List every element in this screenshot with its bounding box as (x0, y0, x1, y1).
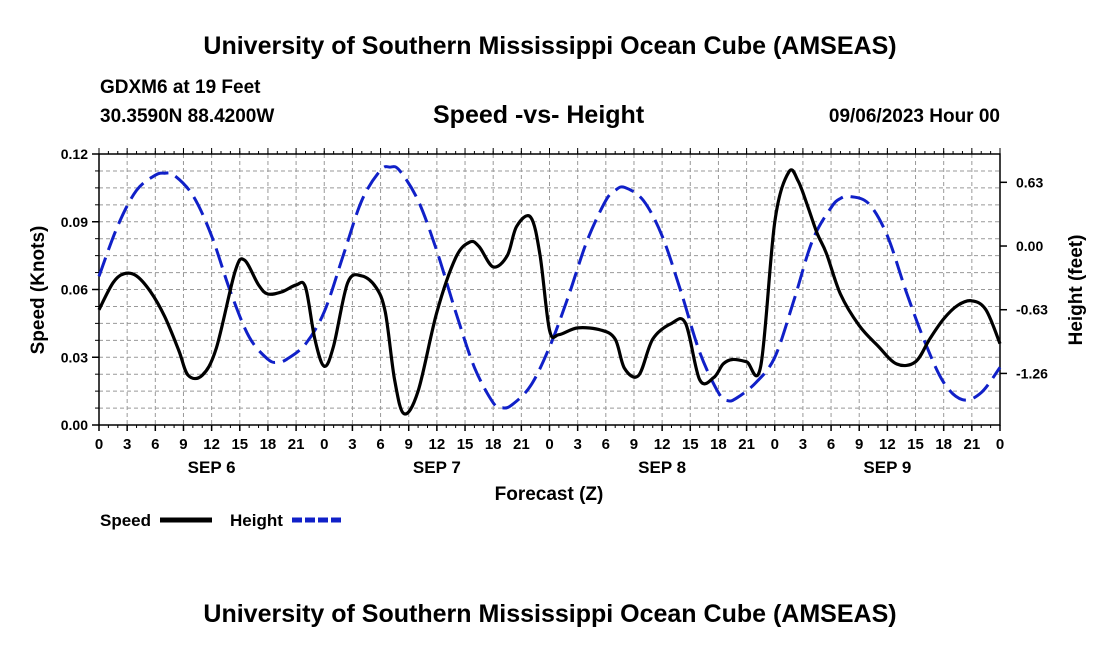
grid (99, 154, 1000, 425)
y-axis-right-label: Height (feet) (1066, 235, 1087, 346)
y-left-tick-label: 0.09 (61, 214, 88, 230)
x-tick-label: 21 (964, 436, 981, 453)
y-left-tick-label: 0.00 (61, 417, 88, 433)
x-tick-label: 9 (179, 436, 187, 453)
page-title-repeat: University of Southern Mississippi Ocean… (203, 600, 897, 628)
x-tick-label: 21 (288, 436, 305, 453)
page-title: University of Southern Mississippi Ocean… (203, 32, 897, 60)
station-coordinates: 30.3590N 88.4200W (100, 106, 275, 127)
y-left-tick-label: 0.06 (61, 282, 88, 298)
x-tick-label: 6 (827, 436, 835, 453)
x-tick-label: 18 (260, 436, 277, 453)
x-tick-label: 9 (630, 436, 638, 453)
x-tick-label: 9 (405, 436, 413, 453)
x-tick-label: 15 (231, 436, 248, 453)
x-tick-label: 0 (320, 436, 328, 453)
day-label: SEP 6 (188, 458, 236, 477)
x-tick-label: 12 (654, 436, 671, 453)
x-tick-label: 3 (348, 436, 356, 453)
y-left-tick-label: 0.12 (61, 146, 88, 162)
x-tick-label: 6 (376, 436, 384, 453)
forecast-date: 09/06/2023 Hour 00 (828, 106, 1000, 127)
x-axis-label: Forecast (Z) (495, 484, 604, 505)
x-tick-label: 15 (457, 436, 474, 453)
day-label: SEP 9 (863, 458, 911, 477)
y-axis-left-label: Speed (Knots) (28, 226, 49, 355)
x-tick-label: 0 (996, 436, 1004, 453)
x-tick-label: 15 (907, 436, 924, 453)
series-line-speed (97, 168, 1002, 416)
y-right-tick-label: 0.63 (1016, 174, 1043, 190)
x-tick-label: 15 (682, 436, 699, 453)
x-tick-label: 12 (203, 436, 220, 453)
y-right-tick-label: -0.63 (1016, 302, 1048, 318)
x-tick-label: 21 (513, 436, 530, 453)
x-tick-label: 12 (879, 436, 896, 453)
x-tick-label: 0 (95, 436, 103, 453)
x-tick-label: 0 (545, 436, 553, 453)
series (97, 165, 1002, 416)
legend: Speed Height (100, 511, 342, 530)
legend-height-label: Height (230, 511, 283, 530)
x-tick-label: 3 (123, 436, 131, 453)
axes: 0.00 0.03 0.06 0.09 0.12 0.63 0.00 -0.63 -1.26 0 3… (61, 146, 1048, 477)
x-tick-label: 3 (573, 436, 581, 453)
day-label: SEP 8 (638, 458, 686, 477)
x-tick-label: 3 (799, 436, 807, 453)
x-tick-label: 9 (855, 436, 863, 453)
axis-labels: Forecast (Z) Speed (Knots) Height (feet) (28, 226, 1087, 505)
x-tick-label: 6 (602, 436, 610, 453)
x-tick-label: 18 (485, 436, 502, 453)
x-tick-label: 0 (771, 436, 779, 453)
x-tick-label: 21 (738, 436, 755, 453)
series-line-height (97, 165, 1002, 410)
y-right-tick-label: -1.26 (1016, 365, 1048, 381)
y-left-tick-label: 0.03 (61, 349, 88, 365)
chart-title: Speed -vs- Height (433, 101, 645, 129)
x-tick-label: 6 (151, 436, 159, 453)
x-tick-label: 18 (710, 436, 727, 453)
station-name: GDXM6 at 19 Feet (100, 77, 261, 98)
x-tick-label: 18 (935, 436, 952, 453)
x-tick-label: 12 (429, 436, 446, 453)
day-label: SEP 7 (413, 458, 461, 477)
legend-speed-label: Speed (100, 511, 151, 530)
y-right-tick-label: 0.00 (1016, 238, 1043, 254)
